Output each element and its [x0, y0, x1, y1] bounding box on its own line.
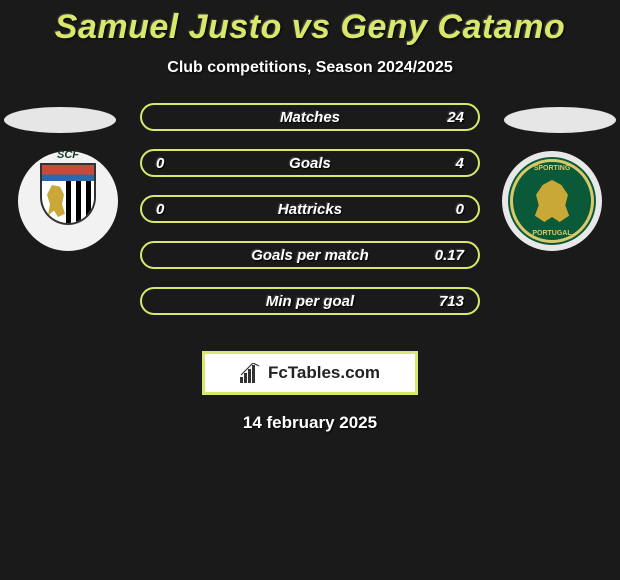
- sporting-cp-badge: SPORTING PORTUGAL: [502, 151, 602, 251]
- badge-left-abbr: SCF: [57, 149, 79, 161]
- page-subtitle: Club competitions, Season 2024/2025: [0, 59, 620, 77]
- stat-row-hattricks: 0 Hattricks 0: [140, 195, 480, 223]
- footer-date: 14 february 2025: [0, 413, 620, 433]
- bar-chart-icon: [240, 363, 262, 383]
- player-right-avatar-placeholder: [504, 107, 616, 133]
- stat-label: Goals per match: [142, 247, 478, 264]
- stat-row-min-per-goal: Min per goal 713: [140, 287, 480, 315]
- stat-row-goals: 0 Goals 4: [140, 149, 480, 177]
- page-title: Samuel Justo vs Geny Catamo: [0, 8, 620, 47]
- stat-label: Goals: [142, 155, 478, 172]
- stat-label: Min per goal: [142, 293, 478, 310]
- comparison-area: SCF SPORTING PORTUGAL Matches 24 0: [0, 97, 620, 347]
- badge-right-top-text: SPORTING: [534, 165, 571, 172]
- fctables-logo[interactable]: FcTables.com: [202, 351, 418, 395]
- stat-label: Hattricks: [142, 201, 478, 218]
- stat-label: Matches: [142, 109, 478, 126]
- stats-list: Matches 24 0 Goals 4 0 Hattricks 0 Goals…: [140, 103, 480, 333]
- farense-badge: SCF: [18, 151, 118, 251]
- player-left-avatar-placeholder: [4, 107, 116, 133]
- badge-right-bottom-text: PORTUGAL: [532, 230, 571, 237]
- footer-site-name: FcTables.com: [268, 363, 380, 383]
- stat-row-matches: Matches 24: [140, 103, 480, 131]
- stat-row-goals-per-match: Goals per match 0.17: [140, 241, 480, 269]
- shield-icon: [40, 163, 96, 225]
- comparison-card: Samuel Justo vs Geny Catamo Club competi…: [0, 0, 620, 433]
